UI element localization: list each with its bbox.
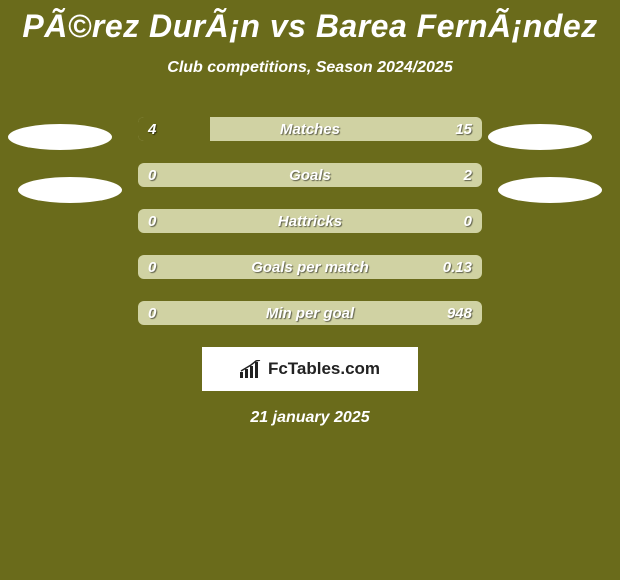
brand-box: FcTables.com — [202, 347, 418, 391]
subtitle: Club competitions, Season 2024/2025 — [0, 59, 620, 77]
stat-label: Min per goal — [138, 305, 482, 322]
stat-label: Goals — [138, 167, 482, 184]
stat-right-value: 2 — [464, 167, 472, 184]
chart-icon — [240, 360, 262, 378]
team-chip — [18, 177, 122, 203]
stat-right-value: 0.13 — [443, 259, 472, 276]
stat-row: 4Matches15 — [138, 117, 482, 141]
brand-text: FcTables.com — [268, 359, 380, 379]
stat-label: Matches — [138, 121, 482, 138]
date-label: 21 january 2025 — [0, 409, 620, 427]
stat-right-value: 0 — [464, 213, 472, 230]
stat-row: 0Min per goal948 — [138, 301, 482, 325]
team-chip — [488, 124, 592, 150]
stat-right-value: 15 — [455, 121, 472, 138]
team-chip — [498, 177, 602, 203]
stat-row: 0Hattricks0 — [138, 209, 482, 233]
stat-row: 0Goals per match0.13 — [138, 255, 482, 279]
stat-label: Goals per match — [138, 259, 482, 276]
page-title: PÃ©rez DurÃ¡n vs Barea FernÃ¡ndez — [0, 0, 620, 45]
stat-row: 0Goals2 — [138, 163, 482, 187]
team-chip — [8, 124, 112, 150]
stat-label: Hattricks — [138, 213, 482, 230]
stat-right-value: 948 — [447, 305, 472, 322]
comparison-card: PÃ©rez DurÃ¡n vs Barea FernÃ¡ndez Club c… — [0, 0, 620, 580]
